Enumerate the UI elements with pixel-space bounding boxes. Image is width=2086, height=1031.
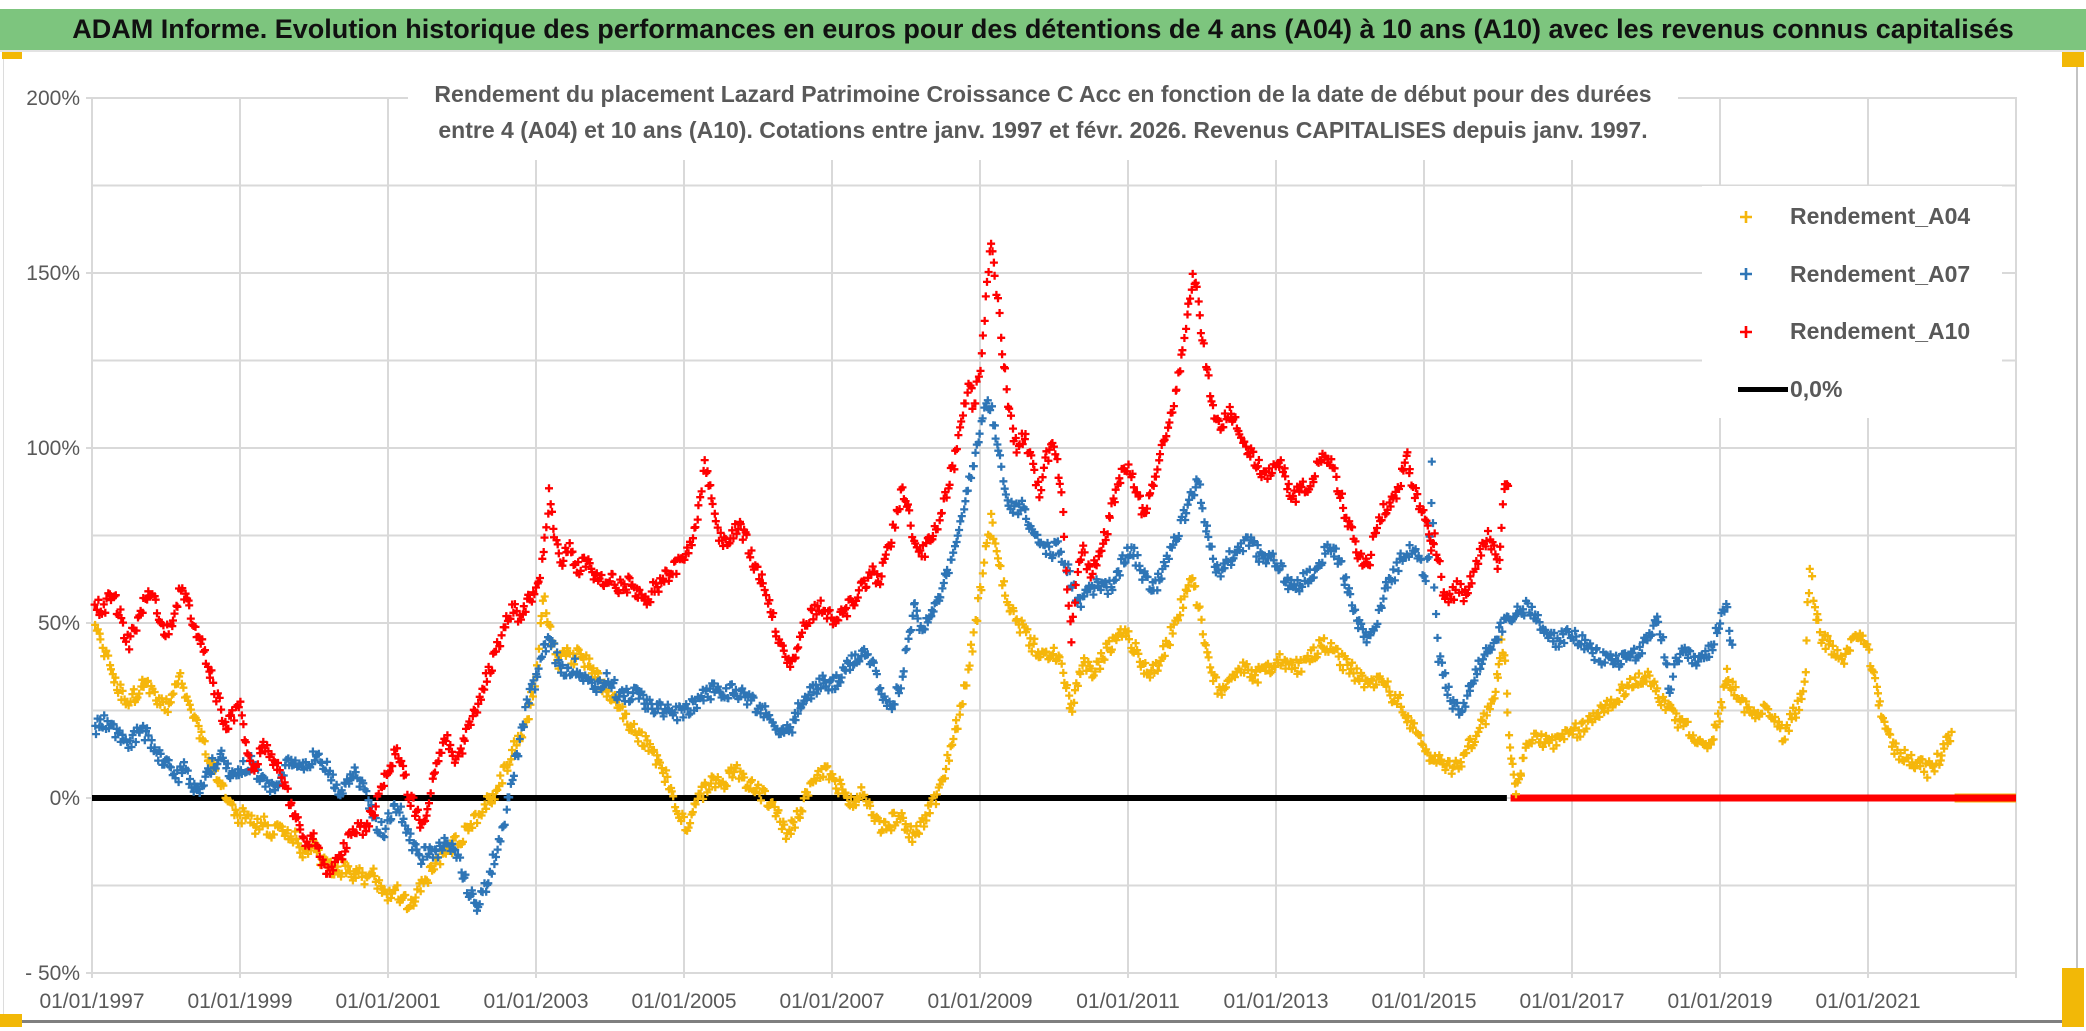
y-axis-tick-label: 0% xyxy=(50,787,80,810)
series-rendement_a04 xyxy=(91,509,1956,914)
plus-marker-icon xyxy=(1702,209,1790,225)
gold-accent-top-right xyxy=(2062,52,2084,67)
x-axis-tick-label: 01/01/2017 xyxy=(1519,990,1624,1013)
legend-label: Rendement_A07 xyxy=(1790,260,1971,287)
legend-item-rendement-a04: Rendement_A04 xyxy=(1702,188,2002,246)
plus-marker-icon xyxy=(1702,324,1790,340)
x-axis-tick-label: 01/01/2007 xyxy=(779,990,884,1013)
legend-label: Rendement_A04 xyxy=(1790,203,1971,230)
gold-accent-bottom-left xyxy=(0,1014,22,1027)
x-axis-tick-label: 01/01/2011 xyxy=(1076,990,1180,1013)
gold-accent-top-left xyxy=(2,52,22,59)
x-axis-tick-label: 01/01/2013 xyxy=(1223,990,1328,1013)
y-axis-tick-label: 100% xyxy=(26,437,80,460)
gold-accent-bottom-right xyxy=(2062,968,2084,1027)
x-axis-tick-label: 01/01/2015 xyxy=(1371,990,1476,1013)
chart-legend: Rendement_A04 Rendement_A07 Rendement_A1… xyxy=(1702,186,2002,418)
series-rendement_a10 xyxy=(90,239,1513,878)
y-axis-tick-label: 50% xyxy=(38,612,80,635)
chart-subtitle-box: Rendement du placement Lazard Patrimoine… xyxy=(408,64,1678,160)
legend-label: 0,0% xyxy=(1790,375,1843,402)
y-axis-tick-label: 200% xyxy=(26,87,80,110)
plus-marker-icon xyxy=(1702,266,1790,282)
series-rendement_a07 xyxy=(91,396,1737,915)
page-title-bar: ADAM Informe. Evolution historique des p… xyxy=(0,9,2086,52)
page-title: ADAM Informe. Evolution historique des p… xyxy=(72,14,2014,44)
chart-subtitle-line2: entre 4 (A04) et 10 ans (A10). Cotations… xyxy=(438,116,1648,143)
frame-border-left xyxy=(3,59,4,1014)
x-axis-tick-label: 01/01/2009 xyxy=(927,990,1032,1013)
x-axis-tick-label: 01/01/2021 xyxy=(1815,990,1920,1013)
x-axis-tick-label: 01/01/1999 xyxy=(187,990,292,1013)
zero-line-icon xyxy=(1702,386,1790,392)
y-axis-tick-label: - 50% xyxy=(25,962,80,985)
x-axis-tick-label: 01/01/2003 xyxy=(483,990,588,1013)
legend-item-zero-line: 0,0% xyxy=(1702,361,2002,419)
frame-border-bottom xyxy=(22,1020,2062,1023)
chart-subtitle-line1: Rendement du placement Lazard Patrimoine… xyxy=(434,80,1652,107)
legend-item-rendement-a10: Rendement_A10 xyxy=(1702,303,2002,361)
y-axis-tick-label: 150% xyxy=(26,262,80,285)
x-axis-tick-label: 01/01/1997 xyxy=(39,990,144,1013)
x-axis-tick-label: 01/01/2001 xyxy=(335,990,440,1013)
legend-item-rendement-a07: Rendement_A07 xyxy=(1702,246,2002,304)
legend-label: Rendement_A10 xyxy=(1790,318,1971,345)
frame-border-right xyxy=(2076,67,2078,968)
x-axis-tick-label: 01/01/2019 xyxy=(1667,990,1772,1013)
x-axis-tick-label: 01/01/2005 xyxy=(631,990,736,1013)
